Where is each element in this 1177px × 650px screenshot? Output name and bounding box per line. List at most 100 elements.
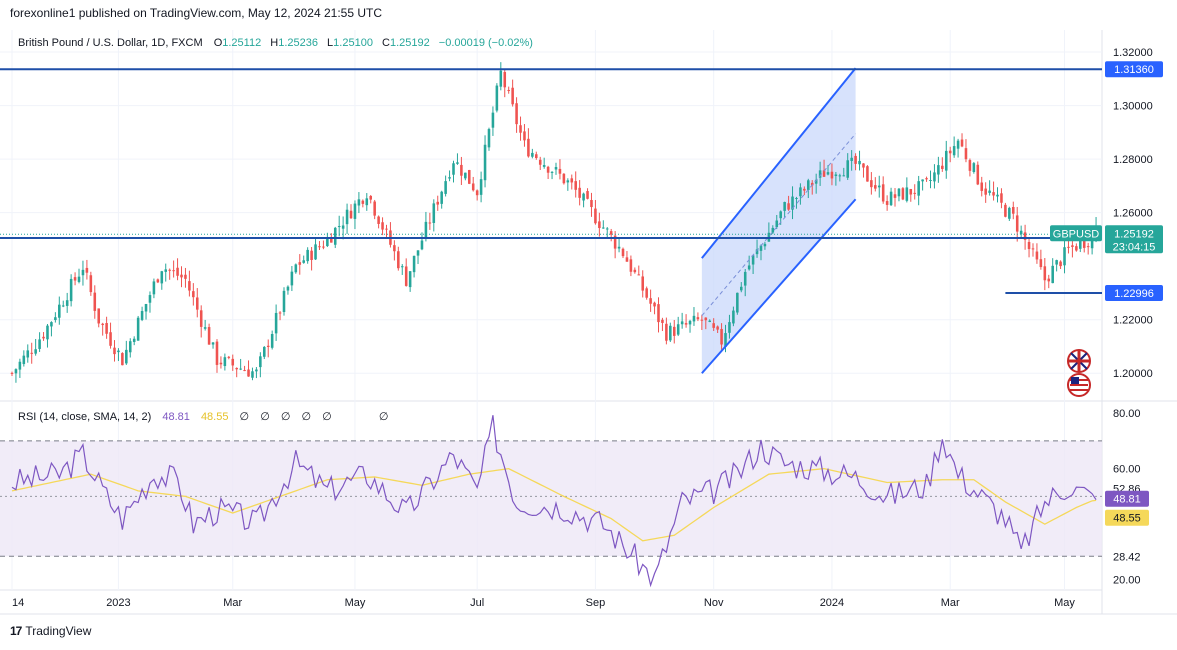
candle[interactable]	[318, 241, 321, 251]
candle[interactable]	[578, 180, 581, 206]
candle[interactable]	[889, 187, 893, 207]
candle[interactable]	[609, 228, 613, 242]
candle[interactable]	[247, 360, 250, 377]
candle[interactable]	[617, 238, 621, 253]
candle[interactable]	[14, 368, 18, 383]
candle[interactable]	[822, 159, 826, 177]
candle[interactable]	[357, 192, 361, 214]
candle[interactable]	[1031, 243, 1035, 257]
candle[interactable]	[219, 356, 223, 369]
candle[interactable]	[101, 322, 104, 336]
candle[interactable]	[759, 244, 763, 261]
candle[interactable]	[160, 270, 164, 290]
candle[interactable]	[842, 167, 846, 177]
candle[interactable]	[866, 165, 869, 182]
candle[interactable]	[771, 225, 775, 235]
rsi-line[interactable]	[11, 415, 1097, 588]
candle[interactable]	[211, 342, 215, 349]
candle[interactable]	[18, 358, 22, 378]
candle[interactable]	[913, 184, 917, 200]
candle[interactable]	[456, 153, 459, 165]
candle[interactable]	[854, 153, 857, 171]
candle[interactable]	[263, 346, 266, 360]
candle[interactable]	[164, 263, 168, 282]
candle[interactable]	[795, 196, 798, 209]
candle[interactable]	[877, 175, 881, 198]
candle[interactable]	[26, 344, 30, 363]
candle[interactable]	[621, 247, 625, 259]
candle[interactable]	[274, 304, 278, 341]
candle[interactable]	[558, 159, 562, 180]
candle[interactable]	[1011, 201, 1015, 220]
candle[interactable]	[680, 312, 684, 329]
candle[interactable]	[235, 367, 238, 378]
candle[interactable]	[992, 181, 995, 201]
candle[interactable]	[818, 161, 822, 186]
candle[interactable]	[109, 322, 112, 349]
candle[interactable]	[944, 140, 948, 179]
candle[interactable]	[408, 271, 412, 292]
candle[interactable]	[503, 68, 507, 98]
candle[interactable]	[168, 268, 171, 280]
candle[interactable]	[511, 79, 514, 107]
candle[interactable]	[34, 338, 37, 356]
candle[interactable]	[728, 314, 731, 339]
candle[interactable]	[810, 180, 814, 195]
candle[interactable]	[897, 187, 901, 202]
candle[interactable]	[58, 296, 61, 325]
candle[interactable]	[637, 265, 641, 276]
candle[interactable]	[862, 163, 865, 178]
candle[interactable]	[807, 178, 810, 199]
candle[interactable]	[38, 332, 41, 352]
candle[interactable]	[909, 188, 913, 202]
candle[interactable]	[1000, 188, 1003, 209]
price-pane[interactable]	[0, 62, 1102, 383]
channel-lower-line[interactable]	[701, 198, 857, 374]
candle[interactable]	[684, 314, 688, 328]
candle[interactable]	[830, 163, 834, 186]
candle[interactable]	[416, 250, 420, 265]
candle[interactable]	[941, 157, 944, 172]
candle[interactable]	[259, 352, 262, 378]
candle[interactable]	[645, 286, 648, 300]
rsi-pane[interactable]	[0, 415, 1102, 588]
candle[interactable]	[751, 254, 755, 274]
candle[interactable]	[322, 240, 325, 250]
candle[interactable]	[885, 195, 889, 211]
candle[interactable]	[814, 173, 818, 194]
candle[interactable]	[448, 170, 451, 182]
candle[interactable]	[460, 156, 463, 186]
candle[interactable]	[554, 162, 558, 175]
candle[interactable]	[1027, 236, 1031, 258]
candle[interactable]	[1019, 225, 1023, 239]
candle[interactable]	[278, 311, 282, 321]
candle[interactable]	[471, 176, 475, 192]
candle[interactable]	[933, 164, 936, 189]
candle[interactable]	[1063, 240, 1066, 274]
candle[interactable]	[30, 342, 33, 364]
candle[interactable]	[791, 186, 794, 220]
candle[interactable]	[424, 211, 428, 242]
candle[interactable]	[937, 156, 940, 183]
candle[interactable]	[574, 171, 577, 198]
candle[interactable]	[976, 161, 980, 186]
candle[interactable]	[763, 241, 767, 250]
candle[interactable]	[692, 307, 696, 326]
candle[interactable]	[700, 314, 704, 330]
candle[interactable]	[50, 321, 53, 337]
candle[interactable]	[858, 150, 861, 171]
candle[interactable]	[69, 274, 73, 307]
candle[interactable]	[148, 291, 152, 313]
candle[interactable]	[310, 246, 313, 271]
candle[interactable]	[968, 158, 972, 177]
candle[interactable]	[81, 260, 85, 286]
candle[interactable]	[1015, 206, 1019, 242]
candle[interactable]	[538, 156, 542, 170]
candle[interactable]	[523, 124, 526, 147]
candle[interactable]	[826, 165, 830, 176]
candle[interactable]	[566, 178, 570, 191]
candle[interactable]	[444, 175, 447, 197]
candle[interactable]	[688, 319, 692, 333]
candle[interactable]	[641, 270, 645, 298]
candle[interactable]	[901, 187, 905, 201]
